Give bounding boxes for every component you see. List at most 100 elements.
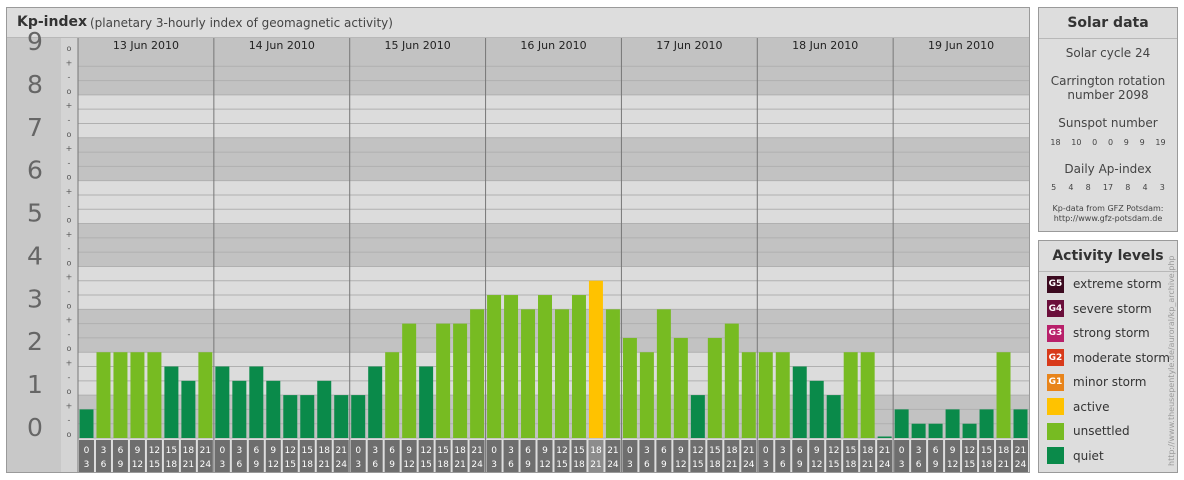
time-cell xyxy=(979,440,995,472)
ap-label: Daily Ap-index xyxy=(1064,162,1152,176)
interval-end-label: 9 xyxy=(253,460,259,470)
interval-end-label: 24 xyxy=(335,460,347,470)
interval-end-label: 6 xyxy=(372,460,378,470)
interval-end-label: 18 xyxy=(845,460,857,470)
time-cell xyxy=(690,440,706,472)
kp-bar xyxy=(79,409,94,438)
interval-end-label: 9 xyxy=(118,460,124,470)
activity-levels-title: Activity levels xyxy=(1039,241,1177,272)
time-cell xyxy=(571,440,587,472)
interval-end-label: 24 xyxy=(607,460,619,470)
kp-bar xyxy=(113,352,128,438)
legend-label: severe storm xyxy=(1073,301,1152,316)
time-cell xyxy=(622,440,638,472)
kp-bar xyxy=(962,423,977,438)
kp-bar xyxy=(792,366,807,438)
interval-end-label: 21 xyxy=(998,460,1009,470)
interval-start-label: 18 xyxy=(319,446,331,456)
kp-bar xyxy=(215,366,230,438)
interval-start-label: 21 xyxy=(1015,446,1026,456)
interval-end-label: 12 xyxy=(403,460,414,470)
interval-end-label: 15 xyxy=(964,460,975,470)
time-cell xyxy=(299,440,315,472)
minor-tick-label: + xyxy=(66,359,73,368)
interval-end-label: 9 xyxy=(797,460,803,470)
time-cell xyxy=(520,440,536,472)
time-cell xyxy=(469,440,485,472)
time-cell xyxy=(605,440,621,472)
interval-start-label: 18 xyxy=(590,446,602,456)
carrington-label: Carrington rotation xyxy=(1050,74,1166,88)
time-cell xyxy=(231,440,247,472)
time-cell xyxy=(554,440,570,472)
interval-end-label: 21 xyxy=(454,460,465,470)
legend-item-severe-storm: G4 severe storm xyxy=(1047,300,1152,318)
interval-start-label: 0 xyxy=(84,446,90,456)
interval-end-label: 6 xyxy=(508,460,514,470)
interval-end-label: 6 xyxy=(644,460,650,470)
kp-bar xyxy=(96,352,111,438)
sunspot-value: 0 xyxy=(1107,138,1114,147)
kp-bar xyxy=(385,352,400,438)
interval-end-label: 6 xyxy=(916,460,922,470)
interval-start-label: 21 xyxy=(200,446,211,456)
credit-link[interactable]: http://www.gfz-potsdam.de xyxy=(1053,214,1163,223)
day-label: 15 Jun 2010 xyxy=(385,39,451,52)
minor-tick-label: + xyxy=(66,58,73,67)
time-cell xyxy=(741,440,757,472)
y-tick-label: 3 xyxy=(27,284,43,313)
interval-start-label: 12 xyxy=(420,446,431,456)
y-tick-label: 1 xyxy=(27,370,43,399)
interval-start-label: 12 xyxy=(692,446,703,456)
interval-end-label: 6 xyxy=(780,460,786,470)
kp-bar xyxy=(402,323,417,438)
interval-end-label: 24 xyxy=(879,460,891,470)
kp-bar xyxy=(775,352,790,438)
legend-item-extreme-storm: G5 extreme storm xyxy=(1047,275,1162,293)
interval-end-label: 24 xyxy=(200,460,212,470)
interval-end-label: 3 xyxy=(355,460,361,470)
kp-bar xyxy=(181,380,196,438)
solar-cycle: Solar cycle 24 xyxy=(1065,46,1151,60)
interval-start-label: 21 xyxy=(879,446,890,456)
kp-bar xyxy=(911,423,926,438)
minor-tick-label: o xyxy=(67,44,72,53)
interval-start-label: 18 xyxy=(726,446,738,456)
minor-tick-label: o xyxy=(67,87,72,96)
time-cell xyxy=(163,440,179,472)
interval-start-label: 9 xyxy=(678,446,684,456)
kp-bar xyxy=(232,380,247,438)
ap-value: 5 xyxy=(1051,183,1057,192)
interval-start-label: 18 xyxy=(454,446,466,456)
sunspot-value: 0 xyxy=(1092,138,1098,147)
interval-start-label: 18 xyxy=(862,446,874,456)
kp-bar xyxy=(147,352,162,438)
legend-item-unsettled: unsettled xyxy=(1047,422,1130,440)
interval-start-label: 15 xyxy=(709,446,720,456)
ap-value: 4 xyxy=(1142,183,1148,192)
minor-tick-label: - xyxy=(68,73,71,82)
kp-bar xyxy=(741,352,756,438)
time-cell xyxy=(316,440,332,472)
interval-start-label: 9 xyxy=(950,446,956,456)
kp-bar xyxy=(826,395,841,438)
time-cell xyxy=(112,440,128,472)
interval-start-label: 0 xyxy=(899,446,905,456)
legend-label: quiet xyxy=(1073,448,1104,463)
legend-swatch: G3 xyxy=(1047,324,1064,342)
kp-bar xyxy=(809,380,824,438)
interval-start-label: 9 xyxy=(814,446,820,456)
legend-swatch: G1 xyxy=(1047,373,1064,391)
interval-end-label: 12 xyxy=(268,460,279,470)
interval-start-label: 3 xyxy=(644,446,650,456)
interval-start-label: 0 xyxy=(763,446,769,456)
interval-start-label: 6 xyxy=(253,446,259,456)
time-cell xyxy=(775,440,791,472)
kp-bar xyxy=(436,323,451,438)
interval-start-label: 3 xyxy=(508,446,514,456)
legend-item-moderate-storm: G2 moderate storm xyxy=(1047,349,1170,367)
interval-start-label: 6 xyxy=(933,446,939,456)
minor-tick-label: - xyxy=(68,330,71,339)
kp-bar xyxy=(639,352,654,438)
